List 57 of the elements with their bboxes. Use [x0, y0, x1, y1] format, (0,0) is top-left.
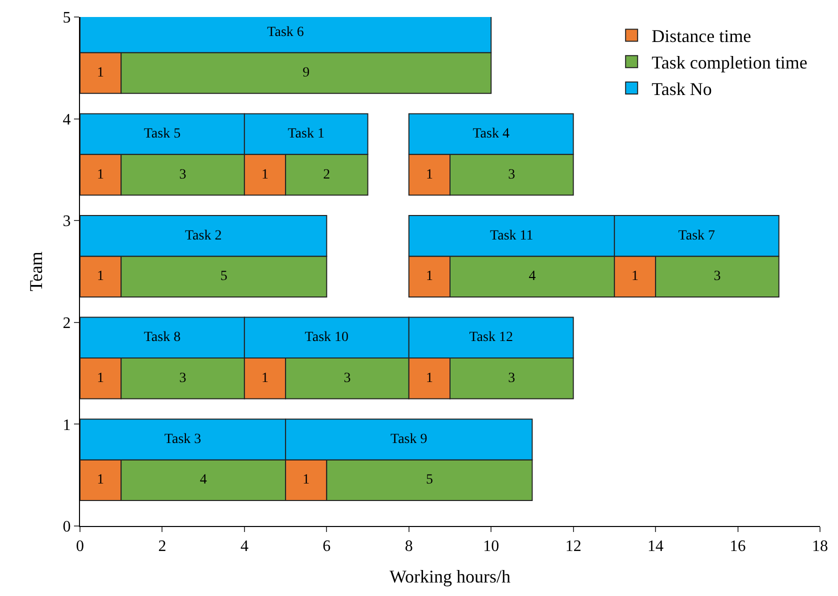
data-label: 1	[302, 472, 310, 488]
data-label: Task 6	[267, 24, 304, 40]
y-tick-label: 1	[62, 416, 71, 434]
x-tick-label: 6	[322, 538, 331, 556]
data-label: 3	[508, 167, 516, 182]
y-tick-label: 3	[62, 213, 71, 230]
x-tick-label: 2	[158, 538, 166, 556]
data-label: 4	[200, 472, 207, 488]
x-tick-label: 14	[648, 538, 664, 556]
x-tick-label: 12	[565, 538, 582, 556]
data-label: Task 8	[144, 330, 181, 346]
x-axis-title: Working hours/h	[389, 566, 511, 586]
y-tick-label: 5	[62, 10, 71, 27]
data-label: 1	[97, 167, 104, 182]
data-label: Task 3	[164, 432, 202, 447]
data-label: 5	[426, 472, 433, 488]
x-tick-label: 0	[76, 538, 84, 556]
data-label: 1	[97, 472, 104, 488]
data-label: 3	[179, 370, 186, 386]
data-label: 9	[302, 65, 310, 80]
data-label: Task 1	[288, 126, 324, 142]
data-label: 1	[262, 167, 268, 182]
data-label: Task 11	[490, 228, 534, 244]
data-label: 3	[508, 370, 516, 386]
data-label: Task 2	[184, 228, 222, 244]
x-tick-label: 18	[812, 538, 828, 556]
data-label: Task 12	[469, 330, 513, 346]
y-tick-label: 0	[62, 518, 71, 536]
legend-label: Task No	[652, 79, 712, 100]
x-tick-label: 16	[730, 538, 746, 556]
data-label: 1	[97, 269, 104, 284]
y-tick-label: 2	[62, 315, 71, 332]
data-label: Task 5	[144, 126, 181, 142]
legend-label: Distance time	[652, 26, 752, 46]
x-tick-label: 4	[240, 538, 248, 556]
data-label: Task 7	[678, 228, 716, 244]
data-label: 3	[714, 269, 721, 284]
data-label: 1	[426, 269, 433, 284]
data-label: Task 4	[472, 126, 510, 142]
data-label: 1	[97, 370, 104, 386]
data-label: 3	[179, 167, 186, 182]
data-label: 1	[426, 370, 433, 386]
x-tick-label: 8	[404, 538, 413, 556]
y-axis-title: Team	[26, 252, 46, 292]
data-label: 1	[426, 167, 433, 182]
data-label: Task 9	[390, 432, 428, 447]
data-label: 2	[323, 167, 330, 182]
data-label: 1	[632, 269, 638, 284]
data-label: 1	[262, 370, 268, 386]
data-label: Task 10	[304, 330, 349, 346]
x-tick-label: 10	[483, 538, 500, 556]
data-label: 4	[528, 269, 536, 284]
data-label: 5	[220, 269, 228, 284]
data-label: 1	[97, 65, 104, 80]
y-tick-label: 4	[62, 111, 71, 128]
data-label: 3	[344, 370, 351, 386]
legend-label: Task completion time	[652, 52, 808, 73]
